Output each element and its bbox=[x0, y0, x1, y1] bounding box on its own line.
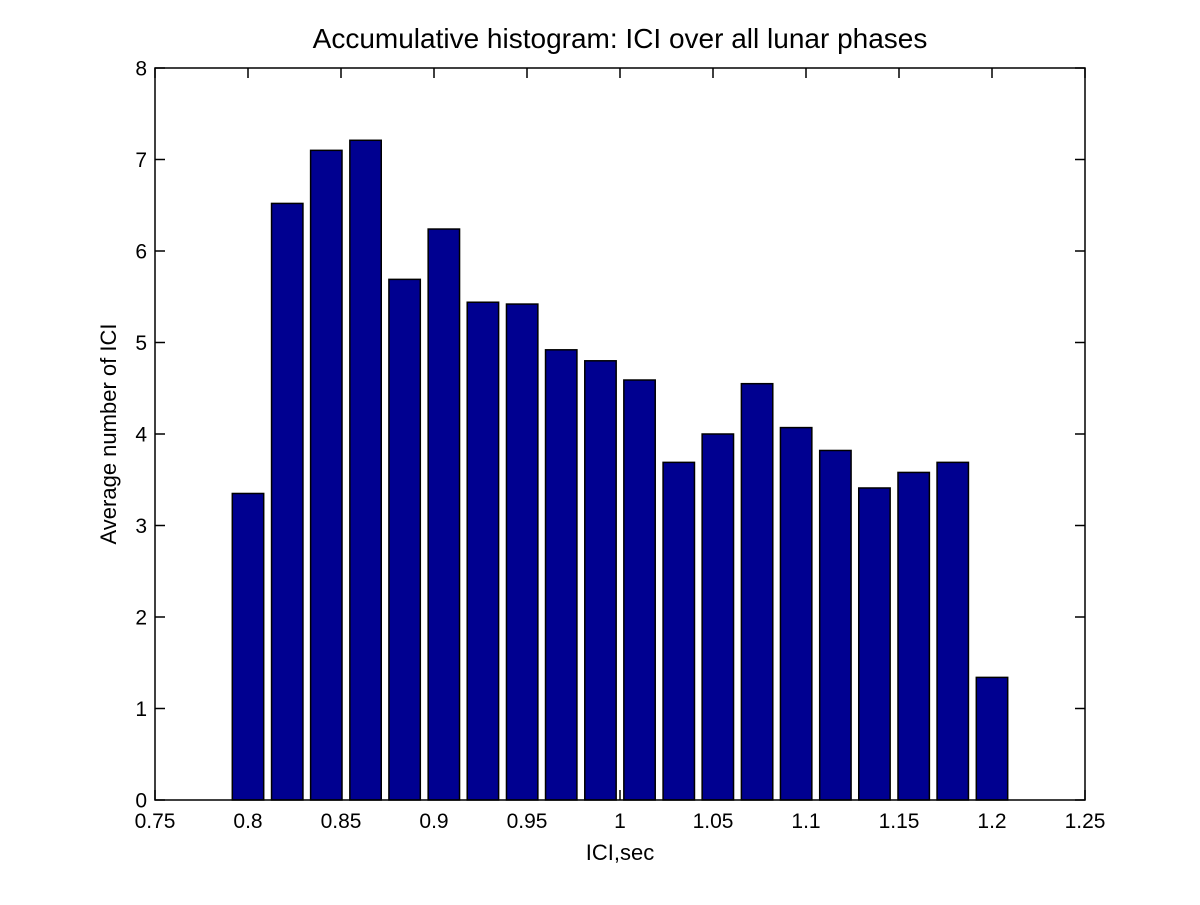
bar bbox=[975, 676, 1009, 801]
y-tick-label: 8 bbox=[135, 57, 147, 80]
x-tick-label: 1.15 bbox=[879, 810, 920, 833]
y-tick-label: 6 bbox=[135, 240, 147, 263]
plot-box bbox=[154, 67, 1086, 801]
bar bbox=[779, 426, 813, 801]
bar bbox=[388, 278, 422, 801]
y-tick-label: 4 bbox=[135, 423, 147, 446]
y-axis-label: Average number of ICI bbox=[96, 324, 121, 545]
bar bbox=[623, 379, 656, 801]
bar bbox=[466, 301, 500, 801]
bar bbox=[505, 303, 539, 801]
x-axis-label: ICI,sec bbox=[586, 840, 654, 865]
bar bbox=[662, 461, 696, 801]
x-tick-label: 1.25 bbox=[1065, 810, 1106, 833]
bar bbox=[544, 349, 578, 801]
x-tick-label: 1.2 bbox=[977, 810, 1006, 833]
bar bbox=[897, 471, 931, 801]
y-tick-label: 1 bbox=[135, 698, 147, 721]
bar bbox=[701, 433, 735, 801]
bar bbox=[349, 139, 383, 801]
bar bbox=[427, 228, 461, 801]
bar bbox=[270, 202, 304, 801]
x-tick-label: 0.85 bbox=[321, 810, 362, 833]
bar bbox=[231, 492, 265, 801]
x-tick-label: 1 bbox=[614, 810, 626, 833]
x-tick-label: 0.8 bbox=[233, 810, 262, 833]
bar bbox=[740, 382, 774, 801]
x-tick-label: 0.9 bbox=[419, 810, 448, 833]
y-tick-label: 0 bbox=[135, 789, 147, 812]
bar bbox=[584, 360, 617, 801]
bars-layer bbox=[231, 139, 1009, 801]
x-tick-label: 1.1 bbox=[791, 810, 820, 833]
bar bbox=[857, 487, 891, 801]
bar bbox=[309, 149, 343, 801]
ticks-layer: 0.75 0.8 0.85 0.9 0.95 1 1.05 1.1 1.15 1.2 1.25 0 1 2… bbox=[135, 57, 1106, 833]
y-tick-label: 5 bbox=[135, 332, 147, 355]
x-tick-label: 1.05 bbox=[693, 810, 734, 833]
y-tick-label: 2 bbox=[135, 606, 147, 629]
x-tick-label: 0.95 bbox=[507, 810, 548, 833]
frame-layer bbox=[154, 67, 1086, 801]
chart-title: Accumulative histogram: ICI over all lun… bbox=[313, 23, 928, 54]
y-tick-label: 3 bbox=[135, 515, 147, 538]
bar bbox=[818, 449, 852, 801]
y-tick-label: 7 bbox=[135, 149, 147, 172]
bar bbox=[936, 461, 970, 801]
x-tick-label: 0.75 bbox=[135, 810, 176, 833]
